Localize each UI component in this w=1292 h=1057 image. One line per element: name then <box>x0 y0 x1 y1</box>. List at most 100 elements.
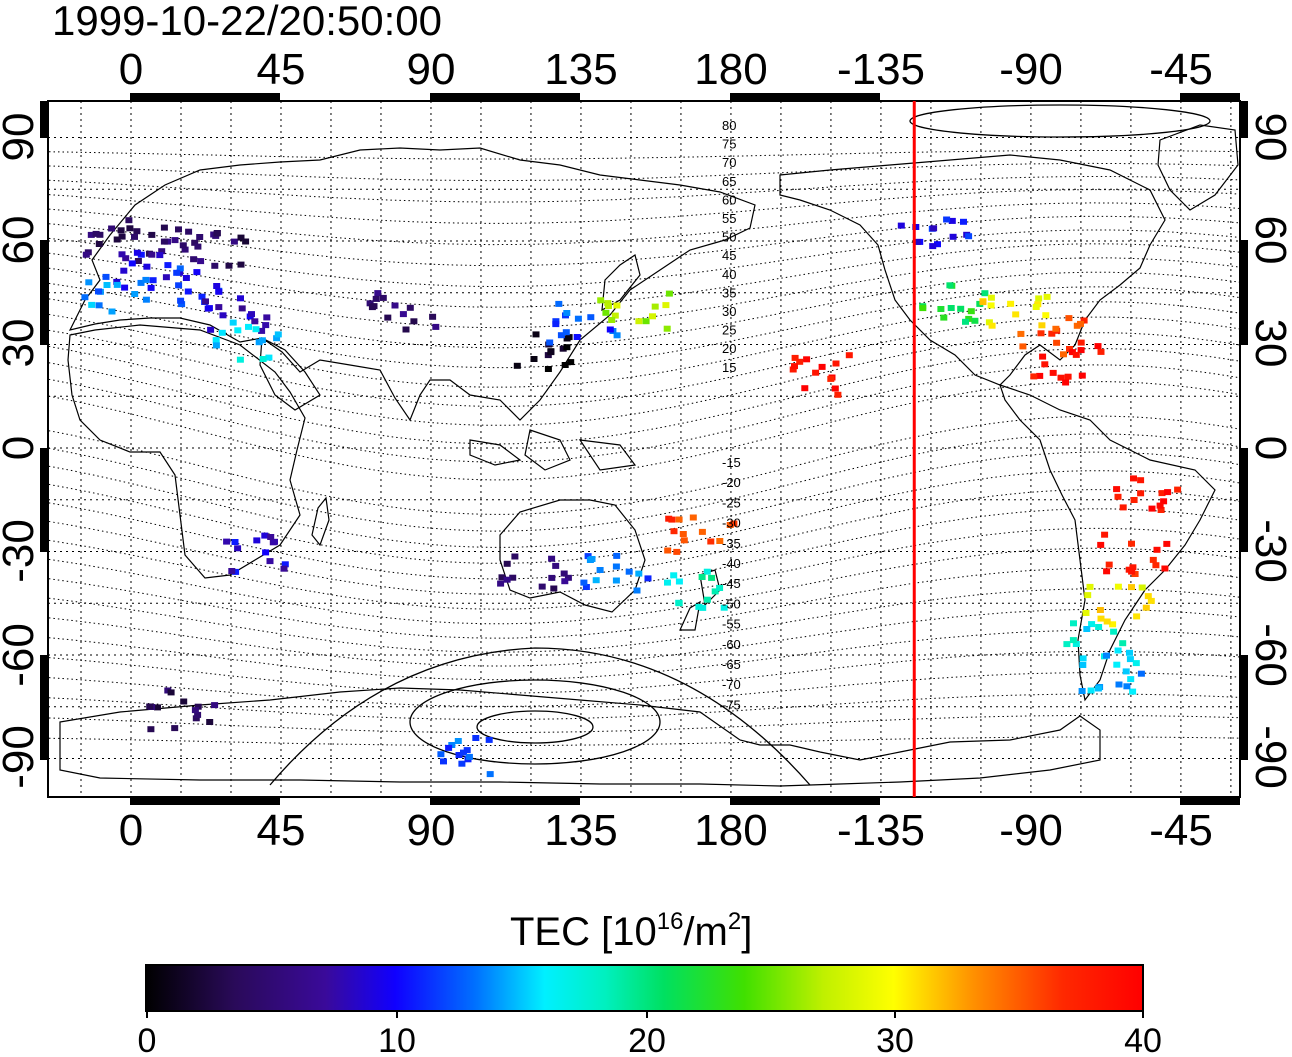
tec-data-point <box>708 574 716 581</box>
tec-data-point <box>934 241 941 248</box>
tec-data-point <box>1069 637 1077 644</box>
tec-data-point <box>267 534 275 540</box>
tec-data-point <box>1119 640 1127 647</box>
left-latitude-ticks: 90 60 30 0 -30 -60 -90 <box>0 113 43 789</box>
tec-data-point <box>234 545 242 552</box>
latitude-tick-label: -60 <box>0 623 43 687</box>
tec-data-point <box>679 531 687 537</box>
tec-data-point <box>1019 343 1027 350</box>
tec-data-point <box>231 539 239 545</box>
tec-data-point <box>1036 372 1044 379</box>
tec-data-point <box>845 352 853 359</box>
tec-data-point <box>1103 652 1110 659</box>
tec-data-point <box>96 231 104 238</box>
frame-tick-bar <box>430 93 580 101</box>
tec-data-point <box>1152 562 1160 569</box>
tec-data-point <box>1065 315 1073 322</box>
tec-data-point <box>252 326 260 333</box>
tec-data-point <box>463 747 471 754</box>
contour-label: -50 <box>722 596 741 611</box>
contour-label: -75 <box>722 697 741 712</box>
tec-data-point <box>1126 649 1133 656</box>
latitude-tick-label: 60 <box>0 216 43 265</box>
tec-data-point <box>258 337 266 344</box>
south-pole-contour-outer <box>269 647 811 786</box>
tec-data-point <box>196 234 204 240</box>
tec-data-point <box>1097 541 1105 548</box>
tec-data-point <box>665 290 673 297</box>
tec-data-point <box>689 514 697 521</box>
tec-data-point <box>564 574 572 581</box>
longitude-tick-label: 90 <box>407 806 456 855</box>
tec-data-point <box>245 323 252 330</box>
tec-data-point <box>550 585 558 592</box>
contour-line <box>48 433 1240 532</box>
contour-label: 45 <box>722 248 736 263</box>
contour-line <box>48 609 1240 667</box>
map-plot-area: 80 75 70 65 60 55 50 45 40 35 30 25 20 15 -15 -20 -25 -30… <box>40 93 1248 805</box>
coastline-shape <box>469 439 522 466</box>
contour-line <box>48 150 1240 160</box>
tec-data-point <box>118 233 126 240</box>
longitude-tick-label: 45 <box>257 45 306 94</box>
tec-data-point <box>1038 322 1046 329</box>
tec-data-point <box>445 744 453 751</box>
colorbar: TEC [1016/m2] 0 10 20 30 40 <box>138 908 1162 1057</box>
tec-data-point <box>960 218 967 225</box>
tec-data-point <box>651 303 659 310</box>
tec-data-point <box>642 318 650 325</box>
tec-data-point <box>181 246 189 253</box>
tec-data-point <box>1082 610 1090 616</box>
tec-data-point <box>498 574 506 581</box>
tec-data-point <box>95 241 103 247</box>
tec-data-point <box>125 217 133 224</box>
tec-data-point <box>1132 660 1140 667</box>
tec-data-point <box>1113 661 1121 668</box>
tec-data-point <box>668 516 676 523</box>
tec-data-point <box>1130 475 1137 482</box>
tec-data-point <box>211 702 219 709</box>
tec-data-point <box>557 332 565 339</box>
tec-data-point <box>625 568 633 575</box>
tec-data-point <box>1097 615 1105 622</box>
tec-data-point <box>1148 505 1156 512</box>
latitude-tick-label: 90 <box>1246 113 1292 162</box>
tec-data-point <box>987 302 995 309</box>
tec-data-point <box>248 311 255 318</box>
tec-data-point <box>1078 688 1086 694</box>
frame-tick-bar <box>40 101 48 138</box>
tec-data-point <box>605 303 612 309</box>
tec-data-point <box>225 262 233 269</box>
tec-data-point <box>117 227 125 234</box>
tec-data-point <box>979 299 987 306</box>
longitude-tick-label: 180 <box>694 806 767 855</box>
tec-data-point <box>1156 502 1164 509</box>
coastline-shape <box>259 337 321 411</box>
coastline-shape <box>311 496 330 547</box>
tec-data-point <box>440 758 447 765</box>
contour-line <box>48 229 1240 287</box>
tec-data-point <box>1084 592 1092 599</box>
tec-data-point <box>1032 304 1040 310</box>
tec-data-point <box>635 570 643 577</box>
tec-data-point <box>1094 685 1102 692</box>
tec-data-point <box>1114 583 1122 590</box>
tec-data-point <box>649 313 656 320</box>
tec-data-point <box>1063 641 1071 648</box>
tec-data-point <box>796 358 804 365</box>
tec-data-point <box>1095 624 1103 630</box>
tec-data-point <box>1163 540 1171 547</box>
contour-label: 30 <box>722 304 736 319</box>
contour-label: -60 <box>722 637 741 652</box>
tec-data-point <box>454 738 462 744</box>
tec-data-point <box>379 294 387 301</box>
tec-data-point <box>191 707 199 714</box>
contour-label: -55 <box>722 617 741 632</box>
tec-data-point <box>88 301 96 308</box>
contour-line <box>48 508 1240 595</box>
tec-data-point <box>85 279 93 286</box>
tec-data-point <box>384 314 392 321</box>
contour-line <box>48 650 1240 694</box>
tec-data-point <box>178 301 186 308</box>
contour-line <box>48 189 1240 224</box>
